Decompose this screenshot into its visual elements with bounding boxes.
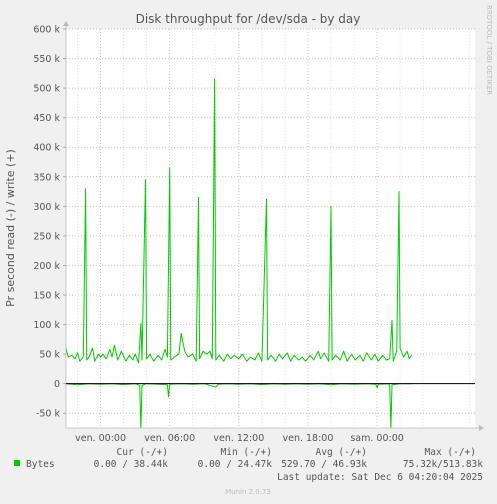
munin-version: Munin 2.0.73 bbox=[225, 488, 271, 496]
y-axis-arrow bbox=[63, 21, 69, 26]
plot-area bbox=[66, 29, 475, 428]
y-tick-label: 400 k bbox=[33, 143, 60, 154]
legend-cur-value: 0.00 / 38.44k bbox=[94, 459, 169, 470]
x-tick-label: ven. 12:00 bbox=[213, 433, 264, 444]
legend-max-header: Max (-/+) bbox=[425, 447, 476, 458]
legend-avg-header: Avg (-/+) bbox=[316, 447, 367, 458]
y-tick-label: 600 k bbox=[33, 25, 60, 36]
y-tick-label: 450 k bbox=[33, 113, 60, 124]
grid-lines bbox=[66, 28, 475, 428]
rrdtool-credit: RRDTOOL / TOBI OETIKER bbox=[485, 5, 493, 95]
y-axis-label: Pr second read (-) / write (+) bbox=[4, 149, 17, 307]
legend-avg-value: 529.70 / 46.93k bbox=[281, 459, 367, 470]
y-tick-label: -50 k bbox=[36, 409, 61, 420]
y-tick-label: 350 k bbox=[33, 172, 60, 183]
y-tick-label: 200 k bbox=[33, 261, 60, 272]
y-tick-label: 300 k bbox=[33, 202, 60, 213]
legend-series-name: Bytes bbox=[26, 459, 55, 470]
axes: -50 k 0 50 k 100 k 150 k 200 k 250 k 300 k 350 k… bbox=[33, 21, 484, 444]
y-tick-label: 0 bbox=[54, 379, 60, 390]
x-tick-label: ven. 00:00 bbox=[75, 433, 126, 444]
y-tick-label: 550 k bbox=[33, 54, 60, 65]
legend-cur-header: Cur (-/+) bbox=[117, 447, 168, 458]
y-tick-label: 250 k bbox=[33, 231, 60, 242]
legend-min-header: Min (-/+) bbox=[221, 447, 272, 458]
series-bytes-write-line bbox=[65, 78, 413, 364]
x-tick-label: ven. 06:00 bbox=[144, 433, 195, 444]
y-tick-label: 500 k bbox=[33, 84, 60, 95]
x-axis-arrow bbox=[479, 425, 484, 431]
chart-title: Disk throughput for /dev/sda - by day bbox=[136, 12, 361, 26]
y-tick-label: 150 k bbox=[33, 291, 60, 302]
last-update-text: Last update: Sat Dec 6 04:20:04 2025 bbox=[277, 472, 483, 483]
x-tick-label: sam. 00:00 bbox=[350, 433, 403, 444]
y-tick-label: 100 k bbox=[33, 320, 60, 331]
x-tick-label: ven. 18:00 bbox=[282, 433, 333, 444]
legend-min-value: 0.00 / 24.47k bbox=[198, 459, 273, 470]
legend-max-value: 75.32k/513.83k bbox=[403, 459, 483, 470]
legend-swatch-bytes bbox=[14, 460, 20, 466]
y-tick-label: 50 k bbox=[39, 350, 60, 361]
